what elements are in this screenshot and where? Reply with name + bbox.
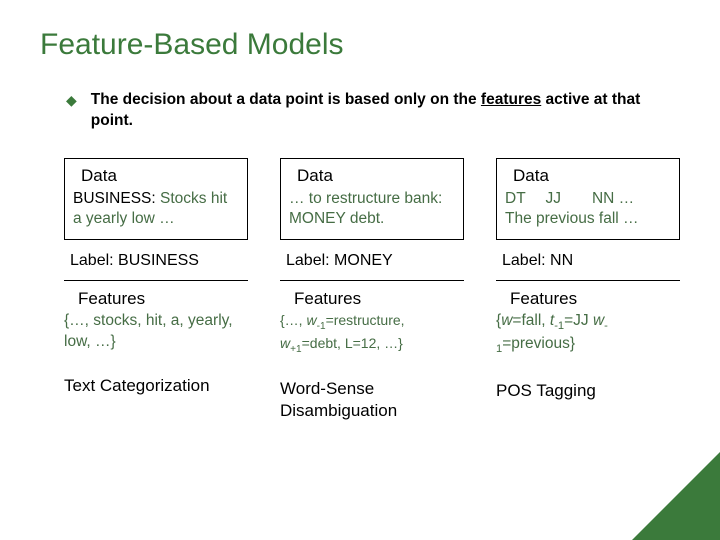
data-box: Data BUSINESS: Stocks hit a yearly low …: [64, 158, 248, 240]
data-title: Data: [505, 165, 671, 187]
label-line: Label: MONEY: [280, 250, 464, 281]
data-box: Data … to restructure bank: MONEY debt.: [280, 158, 464, 240]
column-wsd: Data … to restructure bank: MONEY debt. …: [280, 158, 464, 422]
features-title: Features: [280, 289, 464, 309]
slide-title: Feature-Based Models: [40, 28, 680, 62]
features-title: Features: [496, 289, 680, 309]
diamond-bullet-icon: ◆: [66, 92, 77, 109]
features-body: {…, stocks, hit, a, yearly, low, …}: [64, 311, 248, 353]
label-line: Label: BUSINESS: [64, 250, 248, 281]
data-title: Data: [73, 165, 239, 187]
task-label: POS Tagging: [496, 380, 680, 402]
column-pos: Data DT JJ NN … The previous fall … Labe…: [496, 158, 680, 422]
features-body: {w=fall, t-1=JJ w-1=previous}: [496, 311, 680, 357]
data-title: Data: [289, 165, 455, 187]
columns: Data BUSINESS: Stocks hit a yearly low ……: [40, 158, 680, 422]
bullet-underlined: features: [481, 91, 541, 108]
data-body: BUSINESS: Stocks hit a yearly low …: [73, 189, 239, 229]
label-line: Label: NN: [496, 250, 680, 281]
column-text-categorization: Data BUSINESS: Stocks hit a yearly low ……: [64, 158, 248, 422]
bullet-row: ◆ The decision about a data point is bas…: [40, 90, 680, 132]
bullet-prefix: The decision about a data point is based…: [91, 91, 481, 108]
features-body: {…, w-1=restructure, w+1=debt, L=12, …}: [280, 311, 464, 356]
task-label: Word-Sense Disambiguation: [280, 378, 464, 422]
task-label: Text Categorization: [64, 375, 248, 397]
corner-decoration-icon: [632, 452, 720, 540]
data-box: Data DT JJ NN … The previous fall …: [496, 158, 680, 240]
data-body: … to restructure bank: MONEY debt.: [289, 189, 455, 229]
features-title: Features: [64, 289, 248, 309]
bullet-text: The decision about a data point is based…: [91, 90, 680, 132]
data-body: DT JJ NN … The previous fall …: [505, 189, 671, 229]
